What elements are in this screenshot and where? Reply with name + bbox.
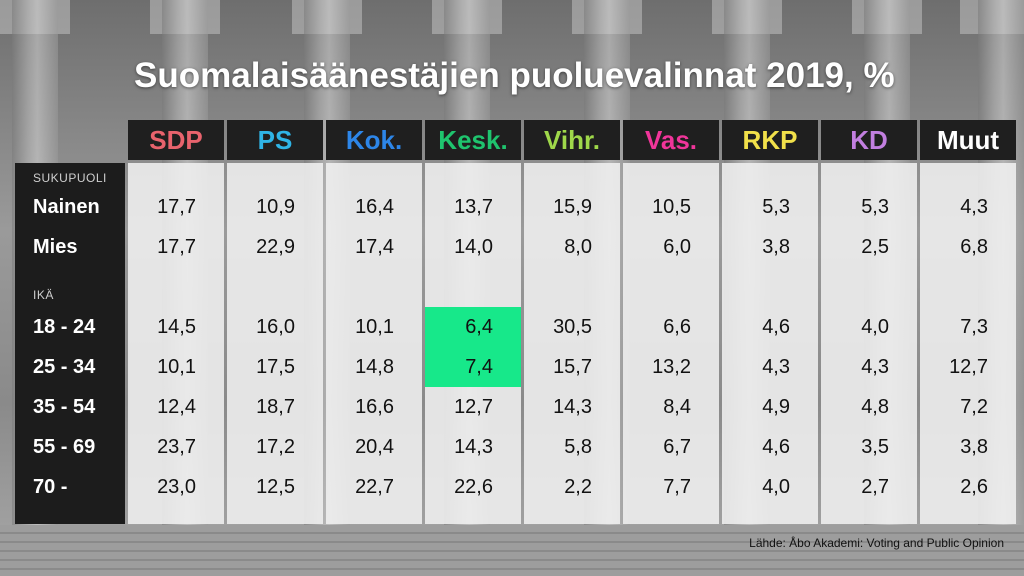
- table-cell-value: 20,4: [355, 436, 394, 458]
- column-header: RKP: [722, 120, 818, 160]
- table-cell-value: 17,5: [256, 356, 295, 378]
- table-cell-value: 17,4: [355, 236, 394, 258]
- table-cell-value: 4,8: [861, 396, 889, 418]
- column-header: SDP: [128, 120, 224, 160]
- source-note: Lähde: Åbo Akademi: Voting and Public Op…: [749, 536, 1004, 550]
- highlighted-cell: [425, 307, 521, 347]
- column-body: [227, 163, 323, 524]
- table-cell-value: 7,2: [960, 396, 988, 418]
- table-cell-value: 3,5: [861, 436, 889, 458]
- row-label: 55 - 69: [33, 436, 96, 458]
- highlighted-cell: [425, 347, 521, 387]
- table-cell-value: 10,1: [355, 316, 394, 338]
- table-cell-value: 6,0: [663, 236, 691, 258]
- table-cell-value: 22,7: [355, 476, 394, 498]
- table-cell-value: 6,8: [960, 236, 988, 258]
- table-cell-value: 17,7: [157, 236, 196, 258]
- table-cell-value: 3,8: [762, 236, 790, 258]
- column-body: [623, 163, 719, 524]
- table-cell-value: 5,3: [861, 196, 889, 218]
- table-cell-value: 6,6: [663, 316, 691, 338]
- table-cell-value: 14,3: [553, 396, 592, 418]
- row-label: Nainen: [33, 196, 100, 218]
- table-cell-value: 15,7: [553, 356, 592, 378]
- table-cell-value: 14,5: [157, 316, 196, 338]
- chart-title: Suomalaisäänestäjien puoluevalinnat 2019…: [134, 56, 895, 95]
- table-cell-value: 12,4: [157, 396, 196, 418]
- table-cell-value: 8,0: [564, 236, 592, 258]
- section-label-age: IKÄ: [33, 288, 54, 302]
- table-cell-value: 5,3: [762, 196, 790, 218]
- table-cell-value: 2,6: [960, 476, 988, 498]
- table-cell-value: 7,7: [663, 476, 691, 498]
- row-label: Mies: [33, 236, 78, 258]
- table-cell-value: 6,7: [663, 436, 691, 458]
- table-cell-value: 10,9: [256, 196, 295, 218]
- table-cell-value: 12,5: [256, 476, 295, 498]
- section-label-gender: SUKUPUOLI: [33, 171, 107, 185]
- table-cell-value: 4,9: [762, 396, 790, 418]
- table-cell-value: 18,7: [256, 396, 295, 418]
- column-header: Vihr.: [524, 120, 620, 160]
- table-cell-value: 4,6: [762, 436, 790, 458]
- column-body: [524, 163, 620, 524]
- table-cell-value: 30,5: [553, 316, 592, 338]
- row-label: 18 - 24: [33, 316, 96, 338]
- column-body: [326, 163, 422, 524]
- table-cell-value: 8,4: [663, 396, 691, 418]
- table-cell-value: 5,8: [564, 436, 592, 458]
- table-cell-value: 6,4: [465, 316, 493, 338]
- table-cell-value: 4,3: [762, 356, 790, 378]
- table-cell-value: 23,7: [157, 436, 196, 458]
- stairs: [0, 525, 1024, 576]
- table-cell-value: 16,6: [355, 396, 394, 418]
- row-label: 25 - 34: [33, 356, 96, 378]
- table-cell-value: 4,6: [762, 316, 790, 338]
- column-body: [821, 163, 917, 524]
- table-cell-value: 2,7: [861, 476, 889, 498]
- column-header: PS: [227, 120, 323, 160]
- table-cell-value: 16,4: [355, 196, 394, 218]
- table-cell-value: 10,1: [157, 356, 196, 378]
- row-label-band: [15, 163, 125, 524]
- table-cell-value: 4,3: [960, 196, 988, 218]
- table-cell-value: 14,8: [355, 356, 394, 378]
- table-cell-value: 14,3: [454, 436, 493, 458]
- table-cell-value: 23,0: [157, 476, 196, 498]
- table-cell-value: 7,3: [960, 316, 988, 338]
- column-header: Kesk.: [425, 120, 521, 160]
- column-header: Vas.: [623, 120, 719, 160]
- column-body: [722, 163, 818, 524]
- table-cell-value: 2,5: [861, 236, 889, 258]
- table-cell-value: 14,0: [454, 236, 493, 258]
- table-cell-value: 17,2: [256, 436, 295, 458]
- table-cell-value: 3,8: [960, 436, 988, 458]
- table-cell-value: 16,0: [256, 316, 295, 338]
- table-cell-value: 12,7: [949, 356, 988, 378]
- column-header: Kok.: [326, 120, 422, 160]
- table-cell-value: 13,7: [454, 196, 493, 218]
- table-cell-value: 2,2: [564, 476, 592, 498]
- table-cell-value: 4,3: [861, 356, 889, 378]
- row-label: 70 -: [33, 476, 68, 498]
- column-header: KD: [821, 120, 917, 160]
- table-cell-value: 15,9: [553, 196, 592, 218]
- table-cell-value: 4,0: [861, 316, 889, 338]
- column-body: [128, 163, 224, 524]
- table-cell-value: 17,7: [157, 196, 196, 218]
- row-label: 35 - 54: [33, 396, 96, 418]
- table-cell-value: 4,0: [762, 476, 790, 498]
- table-cell-value: 22,9: [256, 236, 295, 258]
- table-cell-value: 22,6: [454, 476, 493, 498]
- table-cell-value: 10,5: [652, 196, 691, 218]
- table-cell-value: 13,2: [652, 356, 691, 378]
- column-header: Muut: [920, 120, 1016, 160]
- column-body: [920, 163, 1016, 524]
- table-cell-value: 12,7: [454, 396, 493, 418]
- table-cell-value: 7,4: [465, 356, 493, 378]
